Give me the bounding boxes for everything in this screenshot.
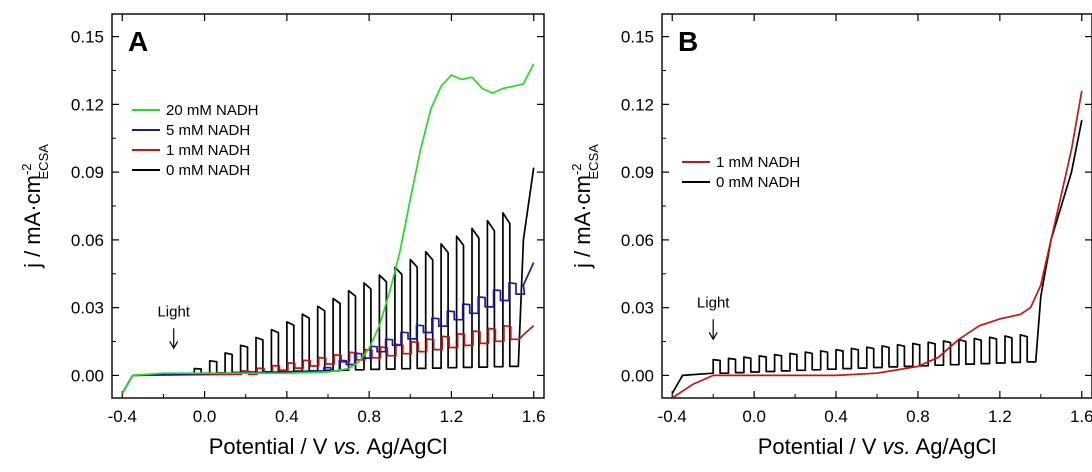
y-tick-label: 0.00 [621, 366, 654, 385]
x-axis-title: Potential / V vs. Ag/AgCl [209, 434, 447, 459]
y-tick-label: 0.15 [621, 28, 654, 47]
legend-label: 5 mM NADH [166, 122, 250, 139]
y-axis-title-main: j / mA·cm [570, 175, 595, 269]
y-tick-label: 0.06 [71, 231, 104, 250]
light-arrow-head-icon [169, 341, 179, 350]
series-line-5-mm-nadh [121, 262, 535, 394]
series-line-1-mm-nadh [121, 324, 535, 394]
y-axis-title: j / mA·cm-2 ECSA [569, 144, 601, 269]
x-tick-label: -0.4 [108, 407, 137, 426]
y-tick-label: 0.03 [71, 299, 104, 318]
x-axis-title-part: Ag/AgCl [362, 434, 448, 459]
legend-label: 0 mM NADH [166, 162, 250, 179]
x-axis-title-part: Potential / V [209, 434, 334, 459]
y-axis-title-subscript: ECSA [586, 144, 601, 180]
panel-letter: A [128, 26, 148, 57]
x-tick-label: 0.0 [742, 407, 766, 426]
x-tick-label: 0.0 [193, 407, 217, 426]
series-line-20-mm-nadh [121, 63, 535, 394]
x-tick-label: 1.2 [440, 407, 464, 426]
panel-letter: B [678, 26, 698, 57]
x-tick-label: 1.2 [988, 407, 1012, 426]
y-tick-label: 0.12 [71, 95, 104, 114]
legend-label: 1 mM NADH [166, 142, 250, 159]
x-tick-label: -0.4 [658, 407, 687, 426]
x-axis-title-part: Ag/AgCl [911, 434, 997, 459]
x-tick-label: 0.4 [824, 407, 848, 426]
series-line-0-mm-nadh [121, 167, 535, 394]
series-group [671, 90, 1083, 398]
y-tick-label: 0.00 [71, 366, 104, 385]
x-axis-title-part: vs. [334, 434, 362, 459]
x-tick-label: 1.6 [522, 407, 546, 426]
y-tick-label: 0.12 [621, 95, 654, 114]
chart-panel-b: -0.4 0.0 0.4 0.8 1.2 1.6 0.00 0.03 0.06 0.09 0.12 0… [569, 13, 1092, 459]
y-axis-title: j / mA·cm-2 ECSA [19, 144, 51, 269]
series-group [121, 63, 535, 394]
y-tick-label: 0.15 [71, 28, 104, 47]
y-tick-label: 0.09 [71, 163, 104, 182]
legend-label: 0 mM NADH [716, 174, 800, 191]
x-tick-label: 0.8 [357, 407, 381, 426]
legend: 20 mM NADH 5 mM NADH 1 mM NADH 0 mM NADH [132, 102, 259, 179]
x-axis-title: Potential / V vs. Ag/AgCl [758, 434, 996, 459]
y-axis-title-subscript: ECSA [36, 144, 51, 180]
x-axis-title-part: vs. [883, 434, 911, 459]
y-tick-label: 0.03 [621, 299, 654, 318]
x-tick-label: 0.8 [906, 407, 930, 426]
series-line-0-mm-nadh [671, 120, 1083, 394]
y-axis-title-superscript: -2 [19, 163, 34, 175]
y-tick-label: 0.06 [621, 231, 654, 250]
x-axis-title-part: Potential / V [758, 434, 883, 459]
x-tick-label: 0.4 [275, 407, 299, 426]
series-line-1-mm-nadh [671, 90, 1083, 398]
x-tick-label: 1.6 [1070, 407, 1092, 426]
light-arrow-head-icon [708, 331, 718, 341]
legend: 1 mM NADH 0 mM NADH [682, 154, 800, 191]
light-annotation-label: Light [157, 303, 190, 320]
light-annotation-label: Light [697, 294, 730, 311]
legend-label: 20 mM NADH [166, 102, 259, 119]
y-axis-title-superscript: -2 [569, 163, 584, 175]
legend-label: 1 mM NADH [716, 154, 800, 171]
y-tick-label: 0.09 [621, 163, 654, 182]
y-axis-title-main: j / mA·cm [20, 175, 45, 269]
chart-panel-a: -0.4 0.0 0.4 0.8 1.2 1.6 0.00 0.03 0.06 0.09 0.12 0… [19, 13, 546, 459]
